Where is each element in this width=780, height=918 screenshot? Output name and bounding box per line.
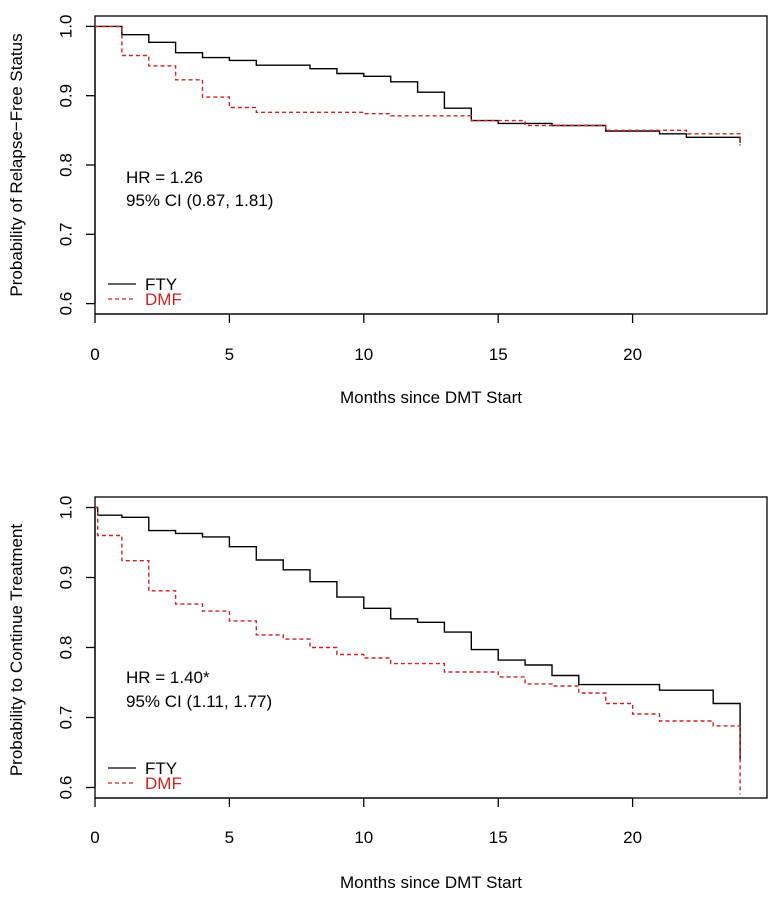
y-tick-label: 0.9 [56, 84, 75, 108]
y-tick-label: 0.7 [56, 706, 75, 730]
legend-dmf-label: DMF [145, 774, 182, 793]
x-tick-label: 10 [354, 828, 373, 847]
x-axis-title: Months since DMT Start [340, 388, 522, 407]
legend: FTY DMF [108, 275, 182, 309]
confidence-interval-text: 95% CI (0.87, 1.81) [126, 191, 273, 210]
hazard-ratio-text: HR = 1.26 [126, 168, 203, 187]
x-tick-label: 10 [354, 345, 373, 364]
y-tick-label: 0.9 [56, 566, 75, 590]
y-tick-label: 0.6 [56, 292, 75, 316]
legend-fty-label: FTY [145, 759, 177, 778]
y-axis-title: Probability of Relapse−Free Status [7, 33, 26, 296]
hazard-ratio-text: HR = 1.40* [126, 668, 210, 687]
x-tick-label: 20 [623, 828, 642, 847]
legend-dmf-label: DMF [145, 290, 182, 309]
y-axis: 0.6 0.7 0.8 0.9 1.0 [56, 15, 96, 316]
survival-curves [95, 25, 741, 146]
plot-frame [94, 496, 768, 799]
confidence-interval-text: 95% CI (1.11, 1.77) [126, 692, 272, 711]
series-dmf-curve [95, 506, 741, 795]
y-axis: 0.6 0.7 0.8 0.9 1.0 [56, 496, 96, 800]
y-tick-label: 0.8 [56, 153, 75, 177]
x-tick-label: 20 [623, 345, 642, 364]
y-tick-label: 1.0 [56, 15, 75, 39]
y-tick-label: 1.0 [56, 496, 75, 520]
relapse-free-chart: 0 5 10 15 20 0.6 0.7 0.8 0.9 1.0 Months since DM… [7, 15, 768, 407]
continue-treatment-chart: 0 5 10 15 20 0.6 0.7 0.8 0.9 1.0 Months since DM… [7, 496, 768, 892]
x-axis-title: Months since DMT Start [340, 873, 522, 892]
legend: FTY DMF [108, 759, 182, 793]
survival-curves [95, 506, 741, 795]
series-dmf-curve [95, 25, 741, 146]
x-axis: 0 5 10 15 20 [90, 797, 642, 847]
y-tick-label: 0.6 [56, 776, 75, 800]
x-axis: 0 5 10 15 20 [90, 313, 642, 364]
x-tick-label: 5 [225, 345, 234, 364]
series-fty-curve [95, 506, 741, 760]
x-tick-label: 15 [489, 828, 508, 847]
x-tick-label: 5 [225, 828, 234, 847]
x-tick-label: 0 [90, 828, 99, 847]
series-fty-curve [95, 25, 741, 143]
y-axis-title: Probability to Continue Treatment [7, 524, 26, 777]
plot-frame [94, 15, 768, 315]
x-tick-label: 0 [90, 345, 99, 364]
x-tick-label: 15 [489, 345, 508, 364]
y-tick-label: 0.7 [56, 222, 75, 246]
y-tick-label: 0.8 [56, 636, 75, 660]
legend-fty-label: FTY [145, 275, 177, 294]
